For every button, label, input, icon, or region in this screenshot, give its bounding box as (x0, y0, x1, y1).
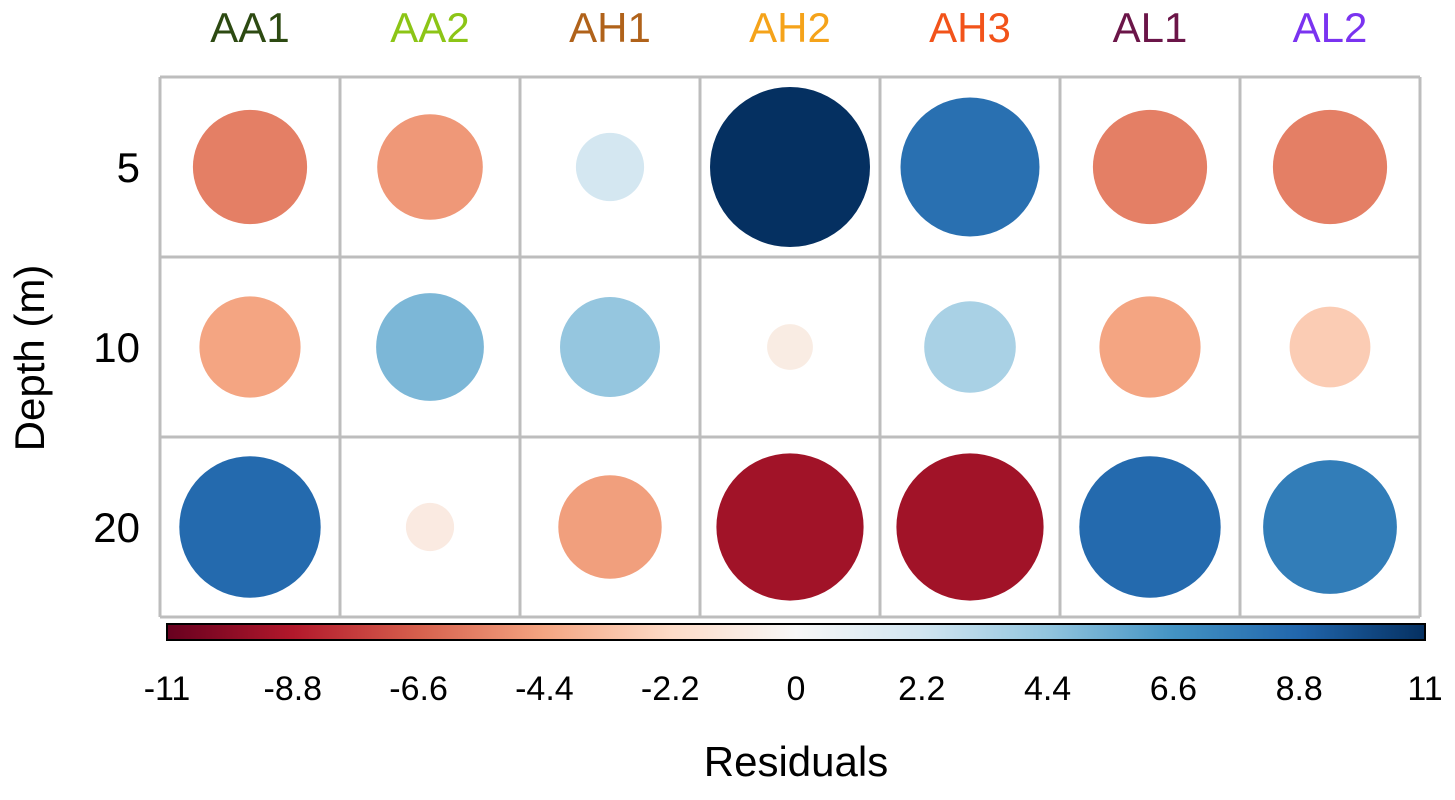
colorbar-tick-label: 11 (1407, 670, 1442, 708)
row-labels: 5 10 20 (93, 144, 140, 551)
balloon-ah2-10 (767, 324, 813, 370)
balloon-aa1-10 (199, 296, 301, 398)
column-label-ah1: AH1 (569, 4, 651, 51)
balloon-al2-10 (1289, 306, 1371, 388)
balloon-ah1-5 (575, 132, 645, 202)
balloon-ah3-20 (896, 453, 1044, 601)
column-labels: AA1 AA2 AH1 AH2 AH3 AL1 AL2 (210, 4, 1367, 51)
colorbar-tick-label: 8.8 (1276, 670, 1323, 708)
colorbar-tick-label: 4.4 (1024, 670, 1071, 708)
column-label-al1: AL1 (1113, 4, 1188, 51)
y-axis-label: Depth (m) (6, 265, 53, 452)
colorbar-tick-label: -8.8 (264, 670, 323, 708)
balloon-aa2-10 (376, 293, 484, 401)
column-label-al2: AL2 (1293, 4, 1368, 51)
column-label-ah2: AH2 (749, 4, 831, 51)
balloon-al2-5 (1272, 109, 1388, 225)
colorbar-label: Residuals (704, 738, 888, 785)
column-label-ah3: AH3 (929, 4, 1011, 51)
row-label-20: 20 (93, 504, 140, 551)
colorbar (166, 623, 1426, 641)
balloon-ah1-10 (560, 297, 660, 397)
colorbar-tick-label: 2.2 (898, 670, 945, 708)
balloon-aa1-5 (192, 109, 308, 225)
colorbar-tick-label: 0 (787, 670, 806, 708)
balloon-al1-10 (1099, 296, 1201, 398)
column-label-aa1: AA1 (210, 4, 289, 51)
balloon-al1-5 (1092, 109, 1208, 225)
colorbar-tick-label: -11 (144, 670, 191, 708)
balloon-ah2-20 (716, 453, 864, 601)
balloon-ah1-20 (558, 475, 662, 579)
colorbar-tick-label: -6.6 (389, 670, 448, 708)
balloons (179, 87, 1397, 601)
balloon-ah2-5 (710, 87, 870, 247)
colorbar-tick-label: -4.4 (515, 670, 574, 708)
colorbar-tick-label: -2.2 (641, 670, 700, 708)
balloon-aa2-5 (377, 114, 483, 220)
column-label-aa2: AA2 (390, 4, 469, 51)
colorbar-tick-label: 6.6 (1150, 670, 1197, 708)
balloon-ah3-5 (900, 97, 1040, 237)
balloon-al1-20 (1079, 456, 1221, 598)
balloon-aa2-20 (405, 502, 455, 552)
colorbar-ticks: -11 -8.8 -6.6 -4.4 -2.2 0 2.2 4.4 6.6 8.8 11 (144, 670, 1443, 708)
grid (158, 75, 1422, 619)
balloon-aa1-20 (179, 456, 321, 598)
row-label-5: 5 (117, 144, 140, 191)
balloon-ah3-10 (924, 301, 1016, 393)
row-label-10: 10 (93, 324, 140, 371)
balloon-al2-20 (1263, 460, 1397, 594)
